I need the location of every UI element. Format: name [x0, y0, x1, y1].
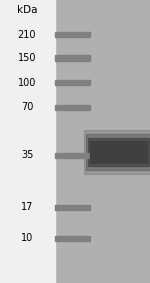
Text: 10: 10: [21, 233, 33, 243]
Bar: [84, 130, 150, 174]
Text: 17: 17: [21, 202, 33, 212]
Bar: [55, 55, 90, 61]
Bar: [55, 104, 90, 110]
Text: 35: 35: [21, 150, 33, 160]
Text: 70: 70: [21, 102, 33, 112]
Bar: [55, 235, 90, 241]
Bar: [88, 138, 149, 166]
Bar: [90, 141, 147, 163]
Text: 150: 150: [18, 53, 36, 63]
Bar: [55, 0, 150, 283]
Bar: [0, 0, 55, 283]
Bar: [55, 80, 90, 85]
Bar: [55, 205, 90, 209]
Bar: [86, 134, 150, 170]
Bar: [55, 33, 90, 38]
Bar: [55, 153, 90, 158]
Text: kDa: kDa: [17, 5, 37, 15]
Text: 210: 210: [18, 30, 36, 40]
Text: 100: 100: [18, 78, 36, 88]
